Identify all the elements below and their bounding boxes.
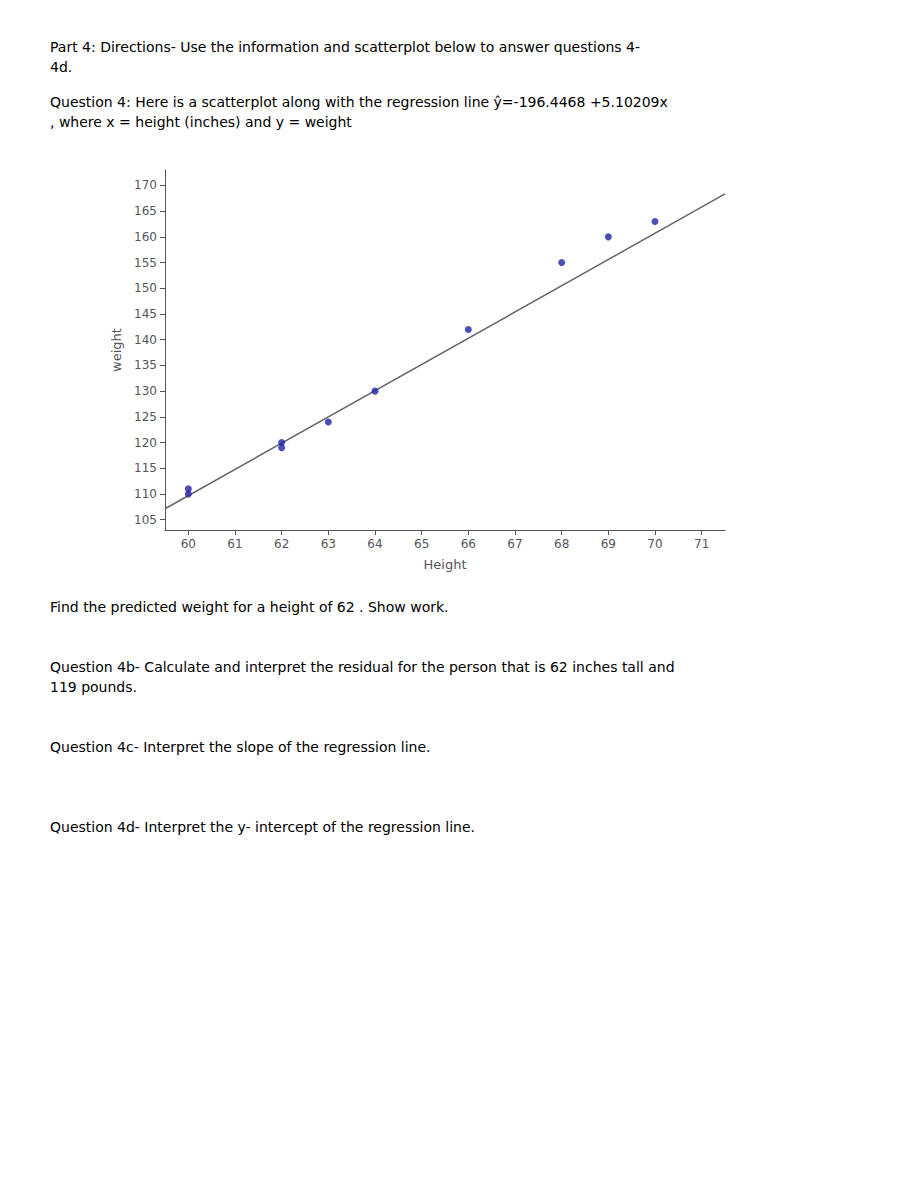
svg-text:66: 66 bbox=[461, 537, 476, 551]
svg-text:119 pounds.: 119 pounds. bbox=[50, 679, 137, 695]
svg-text:145: 145 bbox=[134, 307, 157, 321]
svg-text:69: 69 bbox=[601, 537, 616, 551]
svg-text:68: 68 bbox=[554, 537, 569, 551]
svg-text:Height: Height bbox=[424, 557, 467, 572]
svg-text:105: 105 bbox=[134, 513, 157, 527]
svg-text:110: 110 bbox=[134, 487, 157, 501]
svg-text:62: 62 bbox=[274, 537, 289, 551]
svg-text:Part 4: Directions- Use the in: Part 4: Directions- Use the information … bbox=[50, 39, 640, 55]
svg-text:140: 140 bbox=[134, 333, 157, 347]
svg-text:115: 115 bbox=[134, 461, 157, 475]
svg-text:64: 64 bbox=[367, 537, 382, 551]
svg-text:160: 160 bbox=[134, 230, 157, 244]
svg-text:165: 165 bbox=[134, 204, 157, 218]
svg-text:70: 70 bbox=[647, 537, 662, 551]
svg-text:63: 63 bbox=[321, 537, 336, 551]
svg-text:Question 4c- Interpret the slo: Question 4c- Interpret the slope of the … bbox=[50, 739, 431, 755]
svg-text:, where x = height (inches) an: , where x = height (inches) and y = weig… bbox=[50, 114, 352, 130]
svg-text:Find the predicted weight for: Find the predicted weight for a height o… bbox=[50, 599, 449, 615]
svg-text:60: 60 bbox=[181, 537, 196, 551]
svg-text:170: 170 bbox=[134, 178, 157, 192]
svg-text:130: 130 bbox=[134, 384, 157, 398]
svg-text:Question 4d- Interpret the y-: Question 4d- Interpret the y- intercept … bbox=[50, 819, 475, 835]
svg-text:61: 61 bbox=[227, 537, 242, 551]
svg-text:135: 135 bbox=[134, 358, 157, 372]
svg-text:71: 71 bbox=[694, 537, 709, 551]
svg-text:67: 67 bbox=[507, 537, 522, 551]
svg-text:weight: weight bbox=[109, 328, 124, 372]
svg-text:Question 4: Here is a scatterp: Question 4: Here is a scatterplot along … bbox=[50, 94, 668, 110]
svg-text:150: 150 bbox=[134, 281, 157, 295]
svg-text:4d.: 4d. bbox=[50, 59, 72, 75]
svg-text:125: 125 bbox=[134, 410, 157, 424]
svg-text:Question 4b- Calculate and int: Question 4b- Calculate and interpret the… bbox=[50, 659, 675, 675]
svg-text:155: 155 bbox=[134, 256, 157, 270]
svg-text:65: 65 bbox=[414, 537, 429, 551]
svg-text:120: 120 bbox=[134, 436, 157, 450]
